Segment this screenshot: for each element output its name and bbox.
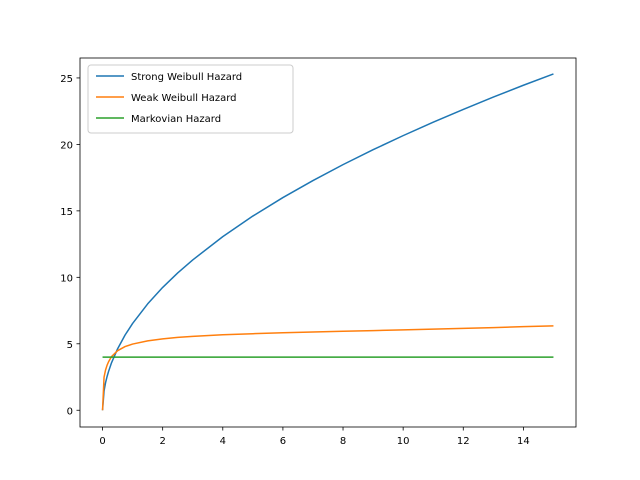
y-tick-label: 5	[67, 340, 73, 351]
x-tick-label: 4	[220, 436, 226, 447]
legend-box	[87, 64, 294, 134]
legend-label-1: Weak Weibull Hazard	[131, 93, 237, 104]
plot-frame	[79, 57, 577, 428]
y-tick-label: 20	[60, 140, 73, 151]
y-tick-label: 10	[60, 273, 73, 284]
series-line-0	[101, 73, 554, 411]
axes-layer: 0 2 4 6 8 10 12 14 0 5 10 15 20 25	[60, 57, 577, 447]
x-tick-label: 8	[340, 436, 346, 447]
series-layer	[101, 73, 554, 411]
series-line-1	[101, 325, 554, 411]
legend-label-0: Strong Weibull Hazard	[131, 72, 242, 83]
y-tick-label: 0	[67, 406, 73, 417]
x-tick-label: 6	[280, 436, 286, 447]
x-tick-label: 0	[99, 436, 105, 447]
legend-label-2: Markovian Hazard	[131, 114, 221, 125]
x-tick-label: 2	[159, 436, 165, 447]
y-tick-label: 25	[60, 74, 73, 85]
y-tick-label: 15	[60, 207, 73, 218]
legend: Strong Weibull Hazard Weak Weibull Hazard…	[87, 64, 294, 134]
x-tick-label: 14	[517, 436, 530, 447]
x-tick-label: 10	[397, 436, 410, 447]
x-tick-label: 12	[457, 436, 470, 447]
